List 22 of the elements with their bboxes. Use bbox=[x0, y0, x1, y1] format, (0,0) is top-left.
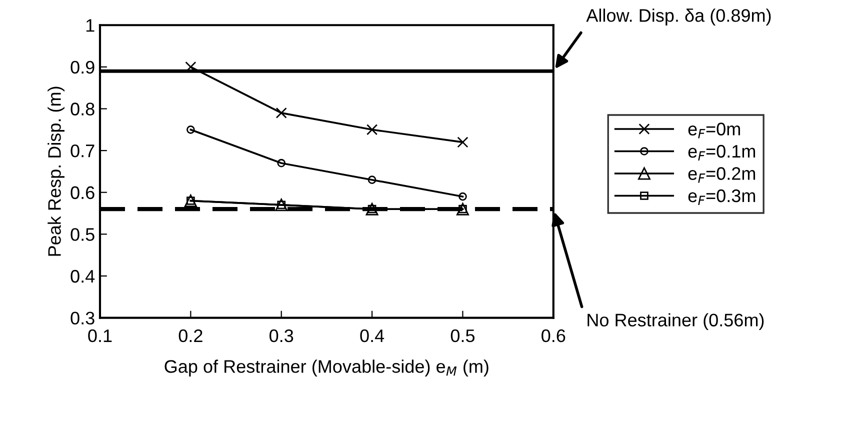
x-tick-label: 0.3 bbox=[270, 329, 294, 342]
x-tick-label: 0.4 bbox=[360, 329, 384, 342]
x-tick-label: 0.2 bbox=[178, 329, 202, 342]
legend-label: e$_{F}$=0m bbox=[688, 122, 740, 138]
y-tick-label: 0.3 bbox=[70, 312, 94, 325]
y-tick-label: 0.6 bbox=[70, 186, 94, 200]
y-axis-title: Peak Resp. Disp. (m) bbox=[48, 86, 64, 256]
y-tick-label: 1 bbox=[86, 19, 94, 32]
legend-label: e$_{F}$=0.1m bbox=[688, 144, 756, 160]
legend-label: e$_{F}$=0.2m bbox=[688, 167, 756, 183]
y-tick-label: 0.4 bbox=[70, 270, 95, 283]
x-axis-title: Gap of Restrainer (Movable-side) e$_{M}$ (m) bbox=[164, 360, 488, 376]
x-tick-label: 0.1 bbox=[88, 329, 112, 342]
y-tick-label: 0.7 bbox=[70, 144, 94, 158]
ref-line-label: No Restrainer (0.56m) bbox=[588, 313, 764, 330]
x-tick-label: 0.5 bbox=[450, 329, 475, 342]
y-tick-label: 0.5 bbox=[70, 228, 94, 241]
y-tick-label: 0.8 bbox=[70, 102, 94, 116]
legend-label: e$_{F}$=0.3m bbox=[688, 189, 756, 205]
y-tick-label: 0.9 bbox=[70, 60, 94, 74]
x-tick-label: 0.6 bbox=[542, 329, 566, 342]
ref-line-label: Allow. Disp. δa (0.89m) bbox=[586, 8, 771, 26]
